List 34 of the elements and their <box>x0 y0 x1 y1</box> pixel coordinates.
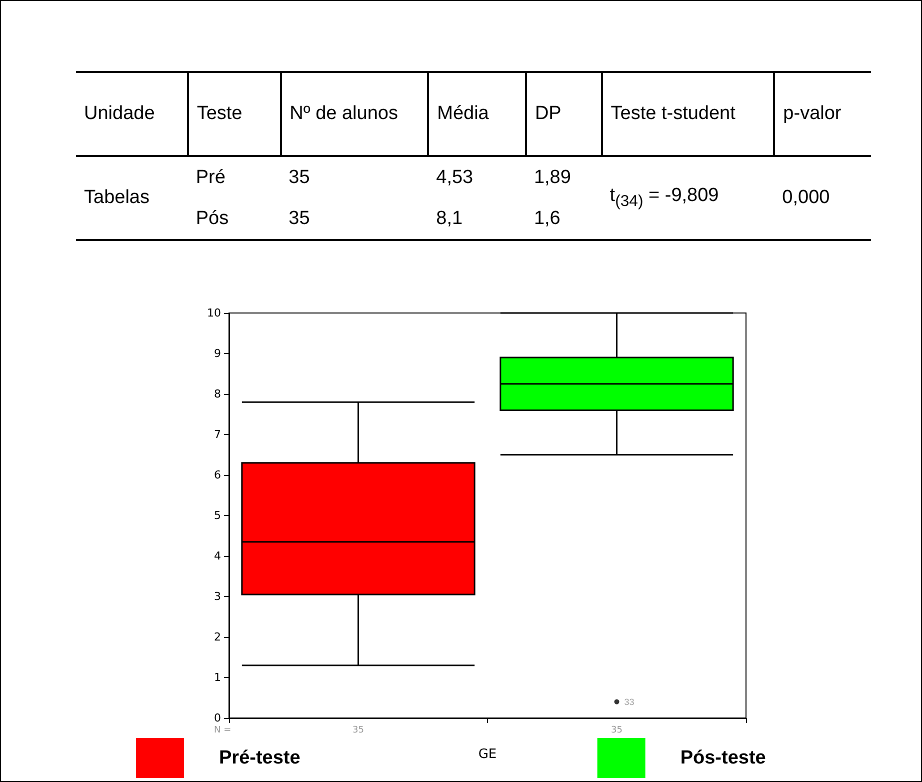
y-tick-label: 7 <box>214 428 221 441</box>
category-label: Média <box>428 72 526 156</box>
x-axis-title: GE <box>478 747 497 762</box>
text: 4,53 <box>436 166 474 188</box>
y-tick-label: 0 <box>214 712 221 724</box>
y-tick-label: 2 <box>214 630 221 644</box>
annotation: 33 <box>624 696 634 707</box>
y-tick-label: 1 <box>214 671 221 684</box>
text: Pós <box>196 208 229 228</box>
category-label: Unidade <box>83 102 156 126</box>
category-label: Teste <box>188 72 281 156</box>
category-label: p-valor <box>774 72 871 156</box>
y-tick-label: 8 <box>214 388 221 400</box>
y-tick-label: 10 <box>207 306 221 320</box>
text: Tabelas <box>84 187 150 208</box>
text: t$_{(34)}$ = -9,809 <box>610 185 719 210</box>
y-tick-label: 5 <box>214 509 221 522</box>
y-tick-label: 3 <box>214 590 221 603</box>
text: 8,1 <box>436 208 463 228</box>
legend-label: Pós-teste <box>680 748 766 768</box>
category-label: Nº de alunos <box>280 72 428 156</box>
legend-label: Pré-teste <box>219 748 300 768</box>
text: 1,89 <box>534 166 571 188</box>
category-label: Teste t-student <box>602 72 774 156</box>
text: 35 <box>288 166 310 188</box>
text: 0,000 <box>782 187 830 208</box>
text: Pré <box>196 166 226 188</box>
y-tick-label: 4 <box>214 550 221 562</box>
category-label: DP <box>526 72 602 156</box>
text: 35 <box>288 208 310 228</box>
text: 1,6 <box>534 208 560 228</box>
y-tick-label: 9 <box>214 347 221 360</box>
y-tick-label: 6 <box>214 468 221 482</box>
text: N = <box>214 726 232 736</box>
